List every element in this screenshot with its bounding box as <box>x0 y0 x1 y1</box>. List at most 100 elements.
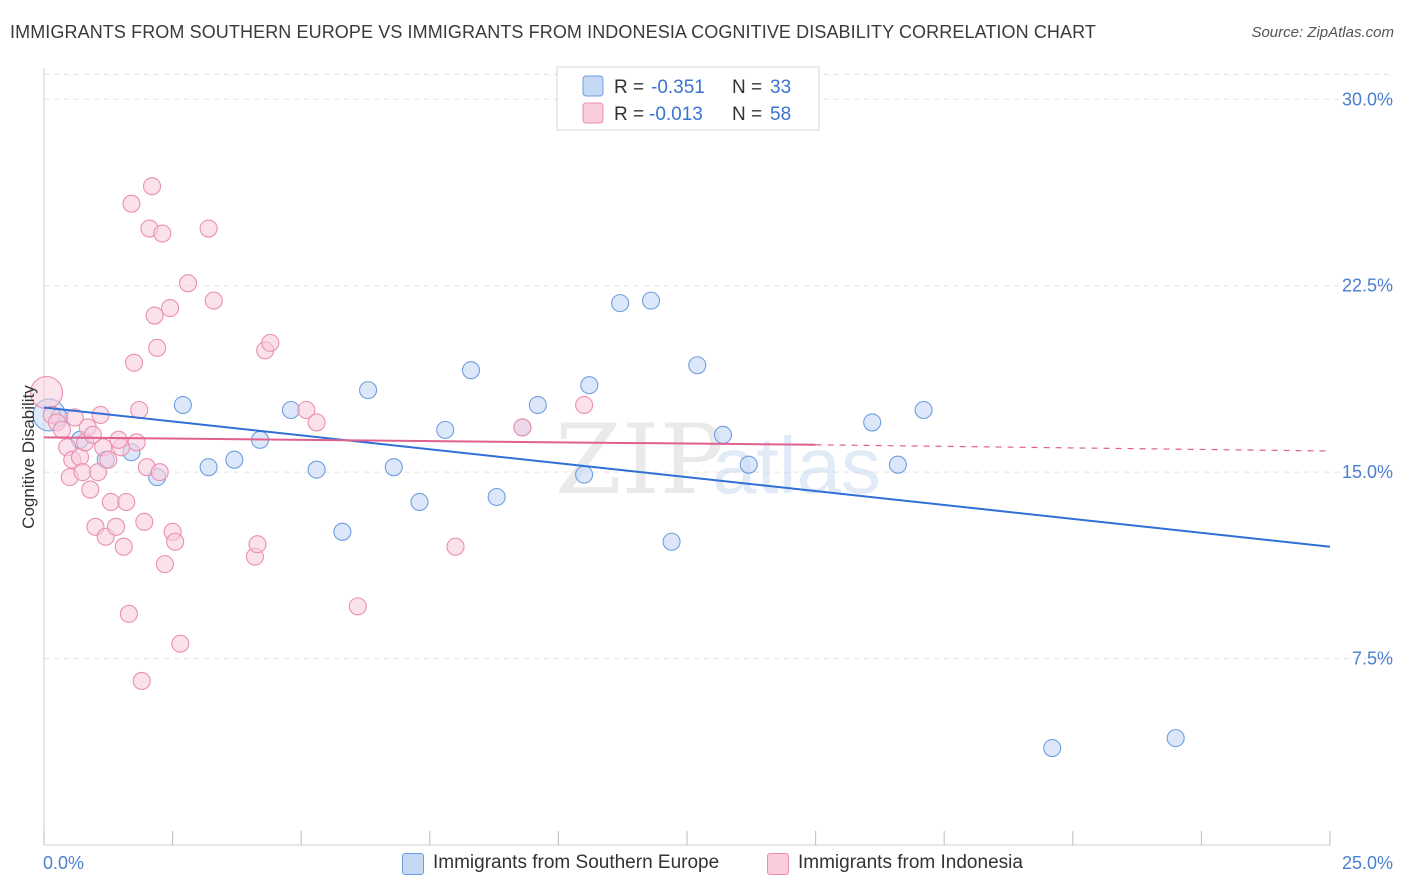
trend-layer <box>43 406 1331 548</box>
indonesia-point-23 <box>119 604 138 623</box>
legend-swatch-pink <box>582 102 604 124</box>
southern-europe-point-11 <box>307 460 326 479</box>
indonesia-point-49 <box>307 413 326 432</box>
indonesia-point-29 <box>135 512 154 531</box>
southern-europe-point-16 <box>436 420 455 439</box>
southern-europe-point-17 <box>461 361 481 380</box>
indonesia-point-45 <box>248 535 267 554</box>
legend-r-label-blue: R = <box>614 77 644 98</box>
indonesia-point-52 <box>513 418 532 437</box>
axis-layer <box>43 68 1331 846</box>
indonesia-point-14 <box>88 463 108 482</box>
indonesia-point-48 <box>297 400 316 420</box>
southern-europe-point-33 <box>1166 729 1185 748</box>
southern-europe-point-21 <box>575 465 594 484</box>
southern-europe-point-24 <box>641 291 661 310</box>
legend-swatch-blue <box>582 75 604 97</box>
indonesia-point-53 <box>575 395 594 415</box>
indonesia-point-18 <box>101 492 120 512</box>
indonesia-point-50 <box>348 597 367 616</box>
southern-europe-point-22 <box>580 376 599 395</box>
southern-europe-point-25 <box>662 532 681 551</box>
southern-europe-point-28 <box>739 455 758 474</box>
southern-europe-point-31 <box>914 400 933 420</box>
y-tick-label-2: 22.5% <box>1342 276 1393 296</box>
southern-europe-point-18 <box>487 487 506 507</box>
y-tick-label-0: 7.5% <box>1352 649 1393 669</box>
southern-europe-point-8 <box>225 450 244 469</box>
indonesia-point-55 <box>83 425 102 444</box>
indonesia-point-33 <box>145 306 164 325</box>
southern-europe-point-13 <box>359 381 378 400</box>
x-tick-left: 0.0% <box>43 853 84 873</box>
indonesia-point-41 <box>178 274 198 293</box>
indonesia-point-32 <box>142 177 162 196</box>
legend-r-value-blue: -0.351 <box>651 77 705 98</box>
southern-europe-point-6 <box>173 395 192 415</box>
southern-europe-point-7 <box>199 458 218 477</box>
indonesia-point-22 <box>117 492 136 512</box>
trend-line-0 <box>43 406 1331 548</box>
indonesia-point-7 <box>65 408 84 427</box>
legend-n-value-pink: 58 <box>770 104 791 125</box>
indonesia-point-25 <box>124 353 144 372</box>
southern-europe-point-15 <box>410 492 429 512</box>
southern-europe-point-14 <box>384 458 403 477</box>
y-tick-label-3: 30.0% <box>1342 89 1393 109</box>
grid-layer: 7.5% 15.0% 22.5% 30.0% <box>44 73 1393 669</box>
indonesia-point-27 <box>130 400 149 420</box>
series-label-indonesia: Immigrants from Indonesia <box>798 852 1023 873</box>
southern-europe-point-23 <box>611 294 630 313</box>
legend-n-label-pink: N = <box>732 104 762 125</box>
source-credit: Source: ZipAtlas.com <box>1251 24 1394 41</box>
indonesia-point-51 <box>446 537 465 556</box>
legend-r-value-pink: -0.013 <box>649 104 703 125</box>
indonesia-point-9 <box>73 463 92 482</box>
watermark-atlas: atlas <box>712 421 881 510</box>
southern-europe-point-32 <box>1043 739 1062 758</box>
legend-n-label-blue: N = <box>732 77 762 98</box>
y-axis-label: Cognitive Disability <box>19 385 38 529</box>
points-layer <box>30 177 1185 758</box>
y-tick-label-1: 15.0% <box>1342 462 1393 482</box>
series-swatch-indonesia <box>767 853 789 875</box>
trend-line-2 <box>815 444 1331 452</box>
southern-europe-point-12 <box>333 522 352 541</box>
trend-line-1 <box>43 436 816 446</box>
indonesia-point-56 <box>109 430 128 449</box>
indonesia-point-24 <box>122 194 141 213</box>
southern-europe-point-30 <box>888 455 907 474</box>
indonesia-point-47 <box>261 333 280 352</box>
indonesia-point-12 <box>81 480 100 499</box>
southern-europe-point-27 <box>713 425 733 444</box>
legend-r-label-pink: R = <box>614 104 644 125</box>
indonesia-point-57 <box>150 463 169 482</box>
indonesia-point-37 <box>160 299 180 318</box>
indonesia-point-28 <box>132 671 151 690</box>
indonesia-point-26 <box>127 433 146 452</box>
legend-n-value-blue: 33 <box>770 77 791 98</box>
x-tick-right: 25.0% <box>1342 853 1393 873</box>
series-label-southern-europe: Immigrants from Southern Europe <box>433 852 720 873</box>
watermark-zip: ZIP <box>555 404 724 516</box>
southern-europe-point-20 <box>528 395 547 415</box>
southern-europe-point-29 <box>863 413 882 432</box>
indonesia-point-21 <box>114 537 133 556</box>
indonesia-point-3 <box>52 420 72 439</box>
indonesia-point-34 <box>148 338 167 357</box>
series-swatch-southern-europe <box>402 853 424 875</box>
indonesia-point-36 <box>155 555 174 574</box>
indonesia-point-42 <box>199 219 218 238</box>
chart-title: IMMIGRANTS FROM SOUTHERN EUROPE VS IMMIG… <box>10 22 1097 42</box>
indonesia-point-54 <box>99 450 118 469</box>
indonesia-point-40 <box>171 634 190 653</box>
indonesia-point-43 <box>204 291 223 310</box>
southern-europe-point-10 <box>281 400 300 420</box>
indonesia-point-35 <box>153 224 172 243</box>
indonesia-point-19 <box>106 517 126 536</box>
southern-europe-point-26 <box>688 356 707 375</box>
series-legend: Immigrants from Southern Europe Immigran… <box>0 850 1406 880</box>
correlation-legend: R = -0.351 N = 33 R = -0.013 N = 58 <box>556 66 820 131</box>
indonesia-point-39 <box>166 532 185 551</box>
